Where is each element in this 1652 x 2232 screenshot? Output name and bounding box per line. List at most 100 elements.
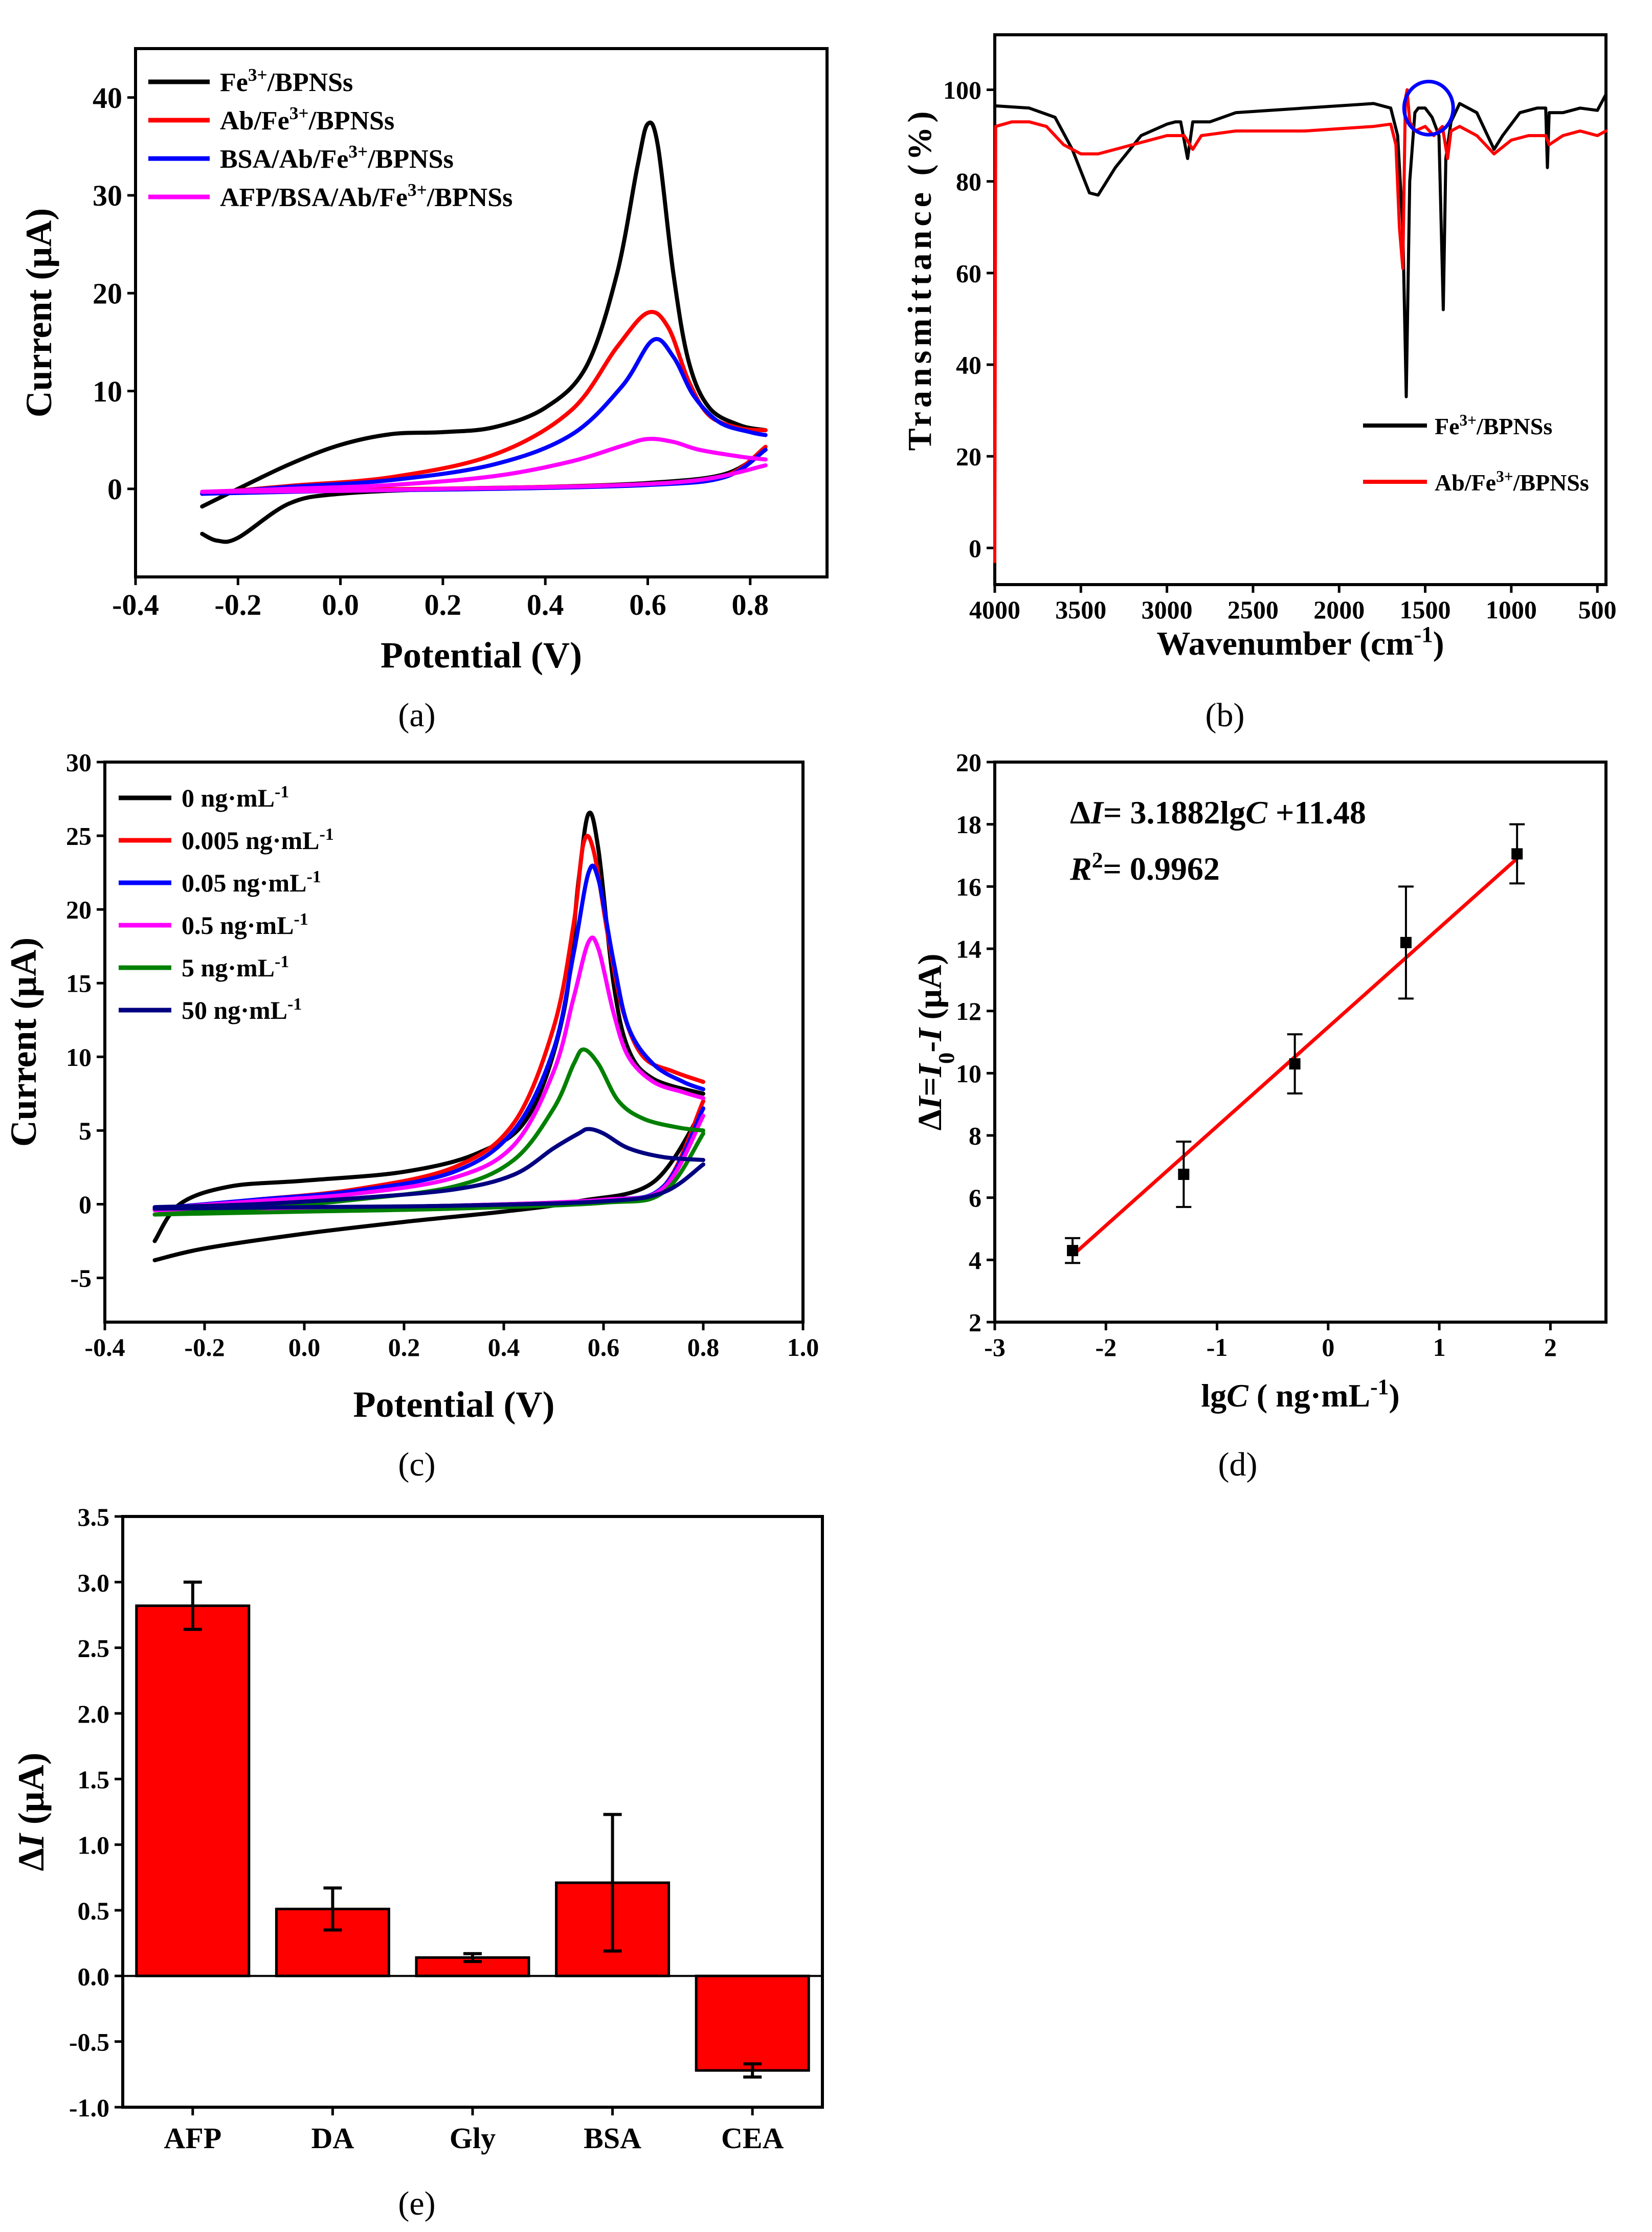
x-tick-label: 2000 — [1313, 595, 1365, 624]
y-tick-label: 12 — [956, 997, 981, 1025]
y-tick-label: 20 — [93, 277, 122, 310]
x-tick-label: -1 — [1207, 1333, 1228, 1361]
y-tick-label: -5 — [70, 1264, 92, 1292]
panel-label-a: (a) — [398, 697, 435, 734]
bar-DA — [275, 1907, 390, 1977]
x-tick-label: 0.6 — [588, 1333, 620, 1361]
y-tick-label: 20 — [956, 748, 981, 777]
y-axis: 0 20 40 60 80 100 — [943, 76, 995, 563]
panel-label-c: (c) — [398, 1446, 435, 1483]
series-reverse-line — [152, 1162, 705, 1211]
x-tick-label: -0.4 — [84, 1333, 125, 1361]
x-axis-title: lgC ( ng·mL-1) — [1201, 1375, 1399, 1414]
r-squared: R2= 0.9962 — [1069, 848, 1220, 887]
legend-label: Ab/Fe3+/BPNSs — [1435, 467, 1589, 496]
series-reverse-line — [200, 463, 768, 494]
legend-label: Fe3+/BPNSs — [1435, 411, 1552, 440]
x-axis: -0.4 -0.2 0.0 0.2 0.4 0.6 0.8 1.0 — [84, 1322, 819, 1361]
series-50-ng-mL-1 — [152, 1127, 705, 1211]
y-tick-label: 10 — [66, 1043, 92, 1072]
y-tick-label: 0 — [79, 1190, 92, 1219]
y-tick-label: 40 — [956, 351, 981, 380]
y-axis-title: ΔI (μA) — [11, 1753, 52, 1871]
y-tick-label: 5 — [79, 1117, 92, 1145]
y-tick-label: 1.5 — [78, 1765, 110, 1794]
x-tick-label: 0.8 — [732, 588, 769, 621]
bar-AFP — [135, 1604, 251, 1977]
y-tick-label: 20 — [66, 896, 92, 924]
y-axis: 2 4 6 8 10 12 14 16 18 20 — [956, 748, 995, 1337]
x-tick-label: AFP — [164, 2122, 221, 2155]
series-forward-line — [152, 1047, 705, 1217]
x-axis-title: Potential (V) — [381, 635, 582, 676]
y-tick-label: 1.0 — [78, 1831, 110, 1860]
x-axis: -0.4 -0.2 0.0 0.2 0.4 0.6 0.8 — [112, 577, 769, 621]
data-points — [1065, 823, 1525, 1264]
x-axis-title: Potential (V) — [353, 1384, 555, 1425]
y-tick-label: 0.0 — [78, 1962, 110, 1991]
x-tick-label: 1000 — [1486, 595, 1537, 624]
chart-a: -0.4 -0.2 0.0 0.2 0.4 0.6 0.8 0 10 20 30 40 Fe3+/BPN… — [18, 47, 829, 734]
series-Fe3-BPNSs — [993, 93, 1608, 398]
legend-label: 0.005 ng·mL-1 — [182, 825, 334, 855]
y-tick-label: 3.0 — [78, 1568, 110, 1597]
series-forward-line — [200, 120, 768, 509]
x-tick-label: 0.6 — [629, 588, 666, 621]
legend-label: Fe3+/BPNSs — [220, 64, 353, 97]
legend-label: 0.5 ng·mL-1 — [182, 910, 308, 940]
x-tick-label: 0 — [1322, 1333, 1334, 1361]
x-tick-label: 0.0 — [322, 588, 359, 621]
y-tick-label: 30 — [93, 179, 122, 212]
chart-b: 4000 3500 3000 2500 2000 1500 1000 500 0 20 40 60 80… — [901, 33, 1617, 734]
x-axis: -3 -2 -1 0 1 2 — [984, 1322, 1557, 1361]
plot-frame — [993, 33, 1608, 586]
x-tick-label: 2 — [1544, 1333, 1557, 1361]
panel-label-e: (e) — [398, 2185, 435, 2222]
chart-e: -1.0 -0.5 0.0 0.5 1.0 1.5 2.0 2.5 3.0 3.5 AFP DA Gly… — [11, 1503, 824, 2222]
data-point — [1400, 936, 1412, 948]
bar-CEA — [695, 1974, 810, 2072]
y-tick-label: 18 — [956, 810, 981, 839]
series-line — [993, 88, 1608, 564]
legend-label: 5 ng·mL-1 — [182, 952, 289, 983]
y-axis-title: ΔI=I0-I (μA) — [911, 953, 959, 1130]
y-tick-label: 0 — [969, 534, 981, 563]
y-tick-label: 20 — [956, 442, 981, 471]
x-tick-label: 1500 — [1400, 595, 1451, 624]
series-Ab-Fe3-BPNSs — [993, 88, 1608, 564]
plot-frame — [993, 761, 1608, 1324]
data-point — [1289, 1058, 1301, 1070]
series-forward-line — [152, 863, 705, 1211]
x-tick-label: -0.2 — [184, 1333, 225, 1361]
y-tick-label: 2 — [969, 1308, 981, 1337]
y-tick-label: 6 — [969, 1184, 981, 1212]
x-axis-title: Wavenumber (cm-1) — [1156, 621, 1444, 662]
series-forward-line — [152, 1127, 705, 1210]
x-tick-label: 0.2 — [388, 1333, 420, 1361]
x-tick-label: 0.4 — [488, 1333, 520, 1361]
x-tick-label: CEA — [721, 2122, 784, 2155]
x-tick-label: 0.0 — [288, 1333, 321, 1361]
x-tick-label: -0.2 — [214, 588, 261, 621]
x-tick-label: -3 — [984, 1333, 1006, 1361]
legend-label: 0.05 ng·mL-1 — [182, 867, 321, 898]
y-tick-label: 10 — [956, 1059, 981, 1088]
y-tick-label: -1.0 — [69, 2093, 109, 2122]
x-tick-label: 4000 — [969, 595, 1020, 624]
y-tick-label: 30 — [66, 748, 92, 777]
legend: Fe3+/BPNSs Ab/Fe3+/BPNSs — [1363, 411, 1589, 496]
series-5-ng-mL-1 — [152, 1047, 705, 1217]
bar-Gly — [415, 1956, 530, 1977]
y-tick-label: 15 — [66, 969, 92, 998]
fit-equation: ΔI= 3.1882lgC +11.48 — [1070, 794, 1366, 831]
data-point — [1511, 848, 1523, 860]
panel-label-d: (d) — [1218, 1446, 1258, 1483]
bars: AFP DA Gly BSA CEA — [135, 1580, 810, 2155]
series-forward-line — [152, 935, 705, 1211]
x-tick-label: 1 — [1433, 1333, 1446, 1361]
y-tick-label: 0 — [107, 473, 122, 506]
annotation-circle — [1402, 79, 1455, 137]
y-tick-label: 2.5 — [78, 1634, 110, 1663]
legend-label: 50 ng·mL-1 — [182, 995, 302, 1025]
